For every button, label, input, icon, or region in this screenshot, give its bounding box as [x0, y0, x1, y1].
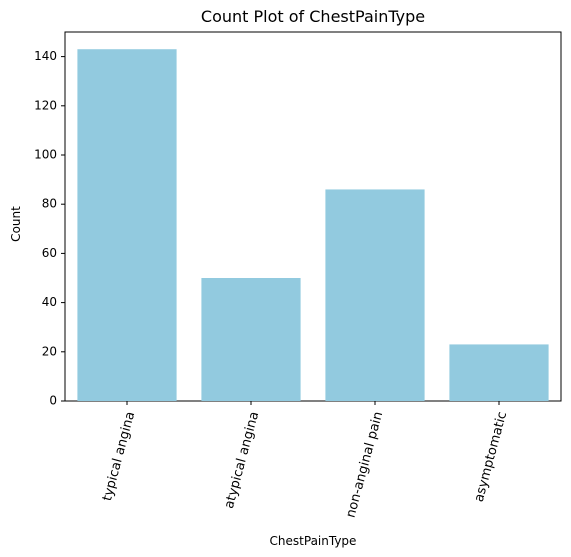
y-tick-label: 40 [42, 295, 57, 309]
x-tick-label: asymptomatic [472, 410, 511, 504]
bars [77, 49, 549, 401]
plot-area [64, 31, 562, 402]
y-tick-label: 100 [34, 148, 57, 162]
y-tick-label: 20 [42, 344, 57, 358]
bar-asymptomatic [449, 344, 549, 401]
x-tick-label: typical angina [100, 410, 138, 503]
x-tick-label: atypical angina [222, 410, 262, 510]
plot-frame [64, 31, 562, 402]
y-axis-label: Count [9, 206, 23, 242]
bar-atypical-angina [201, 278, 301, 401]
y-tick-label: 120 [34, 98, 57, 112]
y-tick-label: 80 [42, 197, 57, 211]
x-axis: typical angina atypical angina non-anginal… [100, 401, 510, 519]
y-tick-label: 60 [42, 246, 57, 260]
y-axis: 0 20 40 60 80 100 120 140 [34, 49, 65, 408]
x-tick-label: non-anginal pain [343, 410, 386, 519]
x-axis-label: ChestPainType [270, 534, 357, 548]
y-tick-label: 0 [49, 394, 57, 408]
y-tick-label: 140 [34, 49, 57, 63]
chart-title: Count Plot of ChestPainType [201, 7, 425, 26]
bar-non-anginal-pain [325, 189, 425, 401]
bar-typical-angina [77, 49, 177, 401]
